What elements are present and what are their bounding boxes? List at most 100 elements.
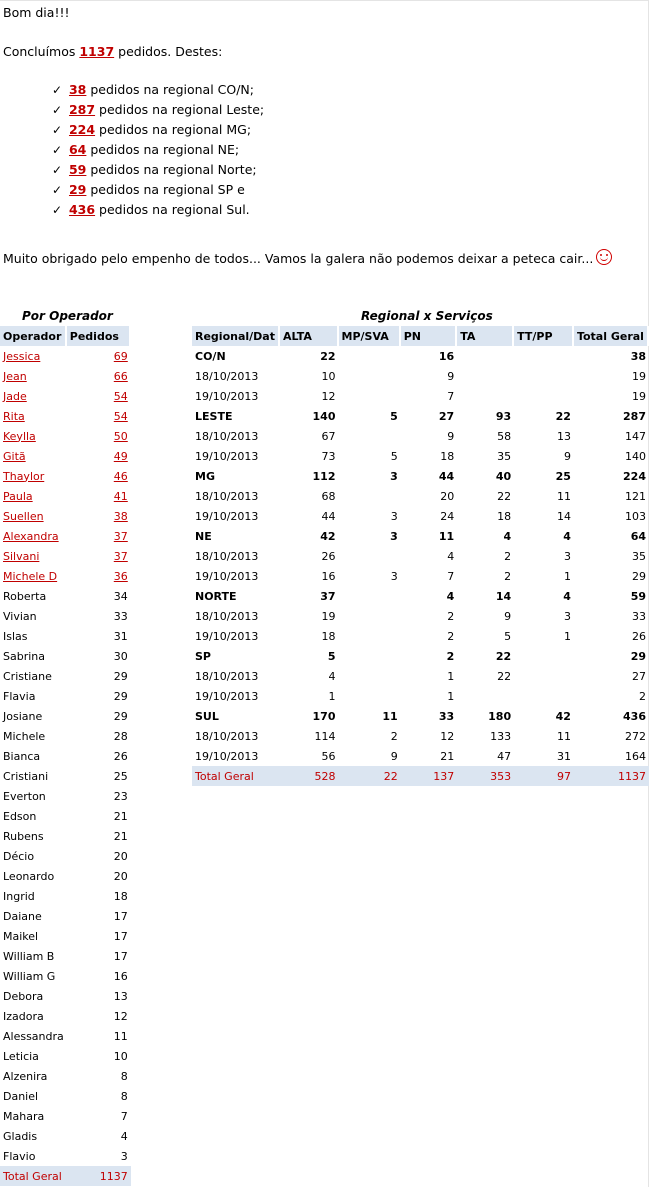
ta-cell: 47 bbox=[497, 749, 512, 763]
regional-text: pedidos na regional NE; bbox=[86, 142, 240, 157]
operator-name: William B bbox=[3, 949, 55, 963]
operator-count-link[interactable]: 54 bbox=[113, 389, 128, 403]
operator-count-link[interactable]: 66 bbox=[113, 369, 128, 383]
operator-count: 16 bbox=[113, 969, 128, 983]
regional-count-link[interactable]: 64 bbox=[68, 142, 87, 157]
regional-cell: 18/10/2013 bbox=[195, 609, 259, 623]
ta-cell: 18 bbox=[497, 509, 512, 523]
operator-name: Mahara bbox=[3, 1109, 45, 1123]
summary-total-link[interactable]: 1137 bbox=[79, 44, 115, 59]
alta-cell: 19 bbox=[321, 609, 336, 623]
tt-pp-cell bbox=[514, 666, 574, 686]
tt-pp-cell: 1 bbox=[563, 629, 571, 643]
operator-name-link[interactable]: Alexandra bbox=[3, 529, 59, 543]
operator-row: Sabrina 30 bbox=[0, 646, 131, 666]
operator-row: Josiane 29 bbox=[0, 706, 131, 726]
operator-table-title: Por Operador bbox=[22, 309, 113, 323]
operator-name-link[interactable]: Jean bbox=[3, 369, 27, 383]
operator-name: Alzenira bbox=[3, 1069, 48, 1083]
operator-count-link[interactable]: 46 bbox=[113, 469, 128, 483]
operator-row: Cristiani 25 bbox=[0, 766, 131, 786]
pn-cell: 12 bbox=[440, 729, 455, 743]
operator-count-link[interactable]: 50 bbox=[113, 429, 128, 443]
regional-date-row: 19/10/2013 1 1 2 bbox=[192, 686, 649, 706]
regional-item: ✓ 287 pedidos na regional Leste; bbox=[52, 100, 264, 120]
operator-row: Maikel 17 bbox=[0, 926, 131, 946]
total-cell: 64 bbox=[630, 529, 646, 543]
regional-item: ✓ 224 pedidos na regional MG; bbox=[52, 120, 264, 140]
ta-cell bbox=[457, 386, 514, 406]
operator-name-link[interactable]: Gitã bbox=[3, 449, 26, 463]
tt-pp-cell bbox=[514, 686, 574, 706]
operator-count: 12 bbox=[113, 1009, 128, 1023]
operator-count: 8 bbox=[120, 1069, 128, 1083]
operator-row: Rubens 21 bbox=[0, 826, 131, 846]
regional-cell: 19/10/2013 bbox=[195, 749, 259, 763]
regional-count-link[interactable]: 59 bbox=[68, 162, 87, 177]
operator-name: Daniel bbox=[3, 1089, 39, 1103]
operator-name: Roberta bbox=[3, 589, 47, 603]
regional-count-link[interactable]: 224 bbox=[68, 122, 96, 137]
operator-count: 20 bbox=[113, 869, 128, 883]
operator-count: 11 bbox=[113, 1029, 128, 1043]
operator-count-link[interactable]: 37 bbox=[113, 529, 128, 543]
pedidos-header: Pedidos bbox=[66, 326, 131, 346]
operator-name-link[interactable]: Suellen bbox=[3, 509, 44, 523]
alta-cell: 26 bbox=[321, 549, 336, 563]
operator-name: Edson bbox=[3, 809, 37, 823]
operator-name-link[interactable]: Jessica bbox=[3, 349, 41, 363]
operator-row: Flavia 29 bbox=[0, 686, 131, 706]
operator-name-link[interactable]: Paula bbox=[3, 489, 33, 503]
operator-name-link[interactable]: Thaylor bbox=[3, 469, 45, 483]
regional-date-row: 19/10/2013 12 7 19 bbox=[192, 386, 649, 406]
operator-name: Josiane bbox=[3, 709, 43, 723]
mp-sva-cell bbox=[339, 686, 401, 706]
alta-cell: 44 bbox=[321, 509, 336, 523]
total-cell: 103 bbox=[625, 509, 646, 523]
operator-count-link[interactable]: 69 bbox=[113, 349, 128, 363]
operator-count-link[interactable]: 36 bbox=[113, 569, 128, 583]
operator-count-link[interactable]: 49 bbox=[113, 449, 128, 463]
operator-name: Maikel bbox=[3, 929, 39, 943]
operator-count-link[interactable]: 54 bbox=[113, 409, 128, 423]
operator-count-link[interactable]: 38 bbox=[113, 509, 128, 523]
regional-count-link[interactable]: 287 bbox=[68, 102, 96, 117]
operator-name-link[interactable]: Rita bbox=[3, 409, 25, 423]
operator-row: William B 17 bbox=[0, 946, 131, 966]
operator-row: Daiane 17 bbox=[0, 906, 131, 926]
operator-name-link[interactable]: Keylla bbox=[3, 429, 36, 443]
total-cell: 29 bbox=[632, 569, 646, 583]
operator-count-link[interactable]: 37 bbox=[113, 549, 128, 563]
regional-count-link[interactable]: 29 bbox=[68, 182, 87, 197]
check-icon: ✓ bbox=[52, 83, 63, 97]
mp-sva-header: MP/SVA bbox=[338, 326, 401, 346]
alta-cell: 73 bbox=[321, 449, 336, 463]
total-cell: 33 bbox=[632, 609, 646, 623]
check-icon: ✓ bbox=[52, 143, 63, 157]
regional-table: Regional/Dat ALTA MP/SVA PN TA TT/PP Tot… bbox=[192, 326, 649, 786]
operator-name-link[interactable]: Silvani bbox=[3, 549, 40, 563]
operator-count-link[interactable]: 41 bbox=[113, 489, 128, 503]
pn-cell: 11 bbox=[438, 529, 455, 543]
mp-sva-cell bbox=[339, 346, 401, 366]
pn-cell: 27 bbox=[438, 409, 455, 423]
regional-cell: 19/10/2013 bbox=[195, 509, 259, 523]
regional-cell: 19/10/2013 bbox=[195, 629, 259, 643]
operator-count: 29 bbox=[113, 689, 128, 703]
ta-cell: 93 bbox=[495, 409, 512, 423]
alta-cell: 112 bbox=[312, 469, 336, 483]
operator-name-link[interactable]: Jade bbox=[3, 389, 27, 403]
tt-pp-cell: 11 bbox=[556, 489, 571, 503]
tt-pp-cell: 22 bbox=[555, 409, 571, 423]
ta-cell: 22 bbox=[495, 649, 512, 663]
summary-suffix: pedidos. Destes: bbox=[114, 44, 223, 59]
operator-row: Bianca 26 bbox=[0, 746, 131, 766]
regional-count-link[interactable]: 38 bbox=[68, 82, 87, 97]
total-pn-cell: 137 bbox=[400, 766, 458, 786]
regional-cell: CO/N bbox=[195, 349, 226, 363]
operator-row: Décio 20 bbox=[0, 846, 131, 866]
mp-sva-cell: 3 bbox=[390, 529, 398, 543]
regional-count-link[interactable]: 436 bbox=[68, 202, 96, 217]
operator-row: Rita 54 bbox=[0, 406, 131, 426]
operator-name-link[interactable]: Michele D bbox=[3, 569, 58, 583]
